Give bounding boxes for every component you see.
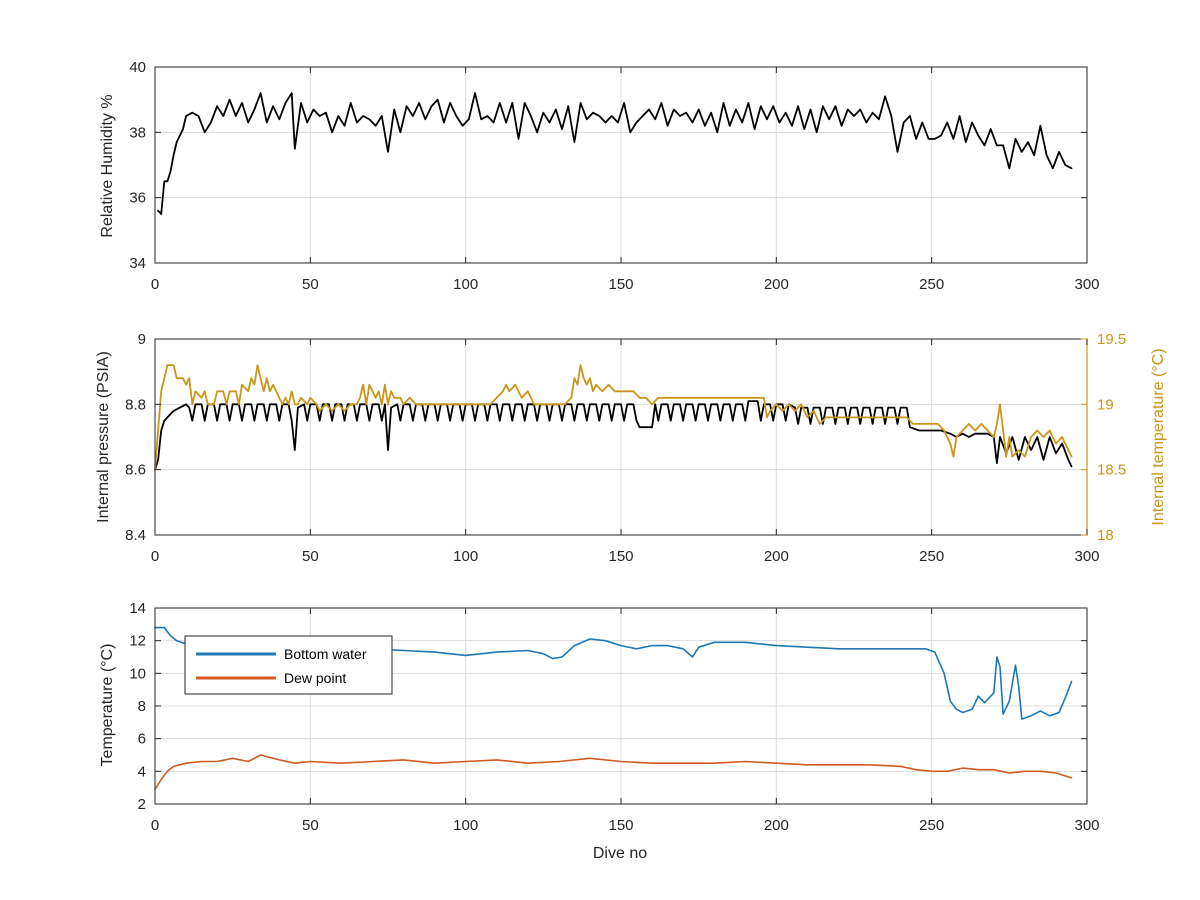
pressure-data: [154, 364, 1073, 471]
temperature-axes: 0 50 100 150 200 250 300 2 4 6 8 10 12 14: [129, 600, 1099, 834]
pressure-y2-tick-label: 19: [1097, 396, 1114, 413]
temperature-x-tick-label: 150: [608, 817, 633, 834]
pressure-x-tick-label: 200: [764, 548, 789, 565]
temperature-y-tick-label: 8: [138, 698, 146, 715]
temperature-x-tick-label: 50: [302, 817, 319, 834]
pressure-y-axis-title: Internal pressure (PSIA): [95, 351, 112, 523]
pressure-y2-tick-label: 19.5: [1097, 331, 1126, 348]
pressure-series-line-0: [154, 400, 1073, 471]
humidity-y-tick-label: 36: [129, 190, 146, 207]
pressure-y-tick-label: 9: [138, 331, 146, 348]
humidity-x-tick-label: 0: [151, 276, 159, 293]
pressure-x-tick-label: 250: [919, 548, 944, 565]
pressure-y2-tick-label: 18: [1097, 527, 1114, 544]
temperature-x-tick-label: 100: [453, 817, 478, 834]
temperature-x-tick-label: 200: [764, 817, 789, 834]
temperature-panel: 0 50 100 150 200 250 300 2 4 6 8 10 12 14 Temperature…: [99, 600, 1100, 862]
x-axis-title: Dive no: [593, 845, 647, 862]
temperature-x-tick-label: 0: [151, 817, 159, 834]
temperature-series-line-1: [154, 754, 1073, 791]
humidity-x-tick-label: 200: [764, 276, 789, 293]
humidity-y-tick-label: 40: [129, 59, 146, 76]
pressure-x-tick-label: 50: [302, 548, 319, 565]
pressure-y2-tick-label: 18.5: [1097, 462, 1126, 479]
temperature-y-axis-title: Temperature (°C): [99, 644, 116, 767]
humidity-y-axis-title: Relative Humidity %: [99, 94, 116, 237]
pressure-x-tick-label: 100: [453, 548, 478, 565]
pressure-y-tick-label: 8.8: [125, 396, 146, 413]
temperature-x-tick-label: 300: [1074, 817, 1099, 834]
pressure-axes: 0 50 100 150 200 250 300 8.4 8.6 8.8 9 18 18.5 19 19.5: [125, 331, 1126, 565]
pressure-y-tick-label: 8.4: [125, 527, 146, 544]
humidity-x-tick-label: 150: [608, 276, 633, 293]
temperature-y-tick-label: 2: [138, 796, 146, 813]
legend-label-bottom-water: Bottom water: [284, 646, 367, 662]
humidity-x-tick-label: 50: [302, 276, 319, 293]
pressure-x-tick-label: 300: [1074, 548, 1099, 565]
humidity-y-tick-label: 34: [129, 255, 146, 272]
temperature-y-tick-label: 10: [129, 665, 146, 682]
legend: Bottom water Dew point: [184, 635, 393, 695]
temperature-y-tick-label: 6: [138, 731, 146, 748]
temperature-y-tick-label: 4: [138, 763, 146, 780]
humidity-axes: 0 50 100 150 200 250 300 34 36 38 40: [129, 59, 1099, 293]
humidity-data: [157, 92, 1073, 215]
pressure-panel: 0 50 100 150 200 250 300 8.4 8.6 8.8 9 18 18.5 19 19.5…: [95, 331, 1167, 565]
humidity-x-tick-label: 250: [919, 276, 944, 293]
temperature-x-tick-label: 250: [919, 817, 944, 834]
temperature-y2-axis-title: Internal temperature (°C): [1150, 348, 1167, 525]
legend-box: [184, 635, 393, 695]
humidity-x-tick-label: 300: [1074, 276, 1099, 293]
humidity-series-line-0: [157, 92, 1073, 215]
pressure-x-tick-label: 0: [151, 548, 159, 565]
temperature-y-tick-label: 12: [129, 633, 146, 650]
pressure-series-line-1: [154, 364, 1073, 471]
pressure-y-tick-label: 8.6: [125, 462, 146, 479]
humidity-panel: 0 50 100 150 200 250 300 34 36 38 40 Relative Humi…: [99, 59, 1100, 293]
pressure-x-tick-label: 150: [608, 548, 633, 565]
humidity-y-tick-label: 38: [129, 124, 146, 141]
temperature-y-tick-label: 14: [129, 600, 146, 617]
humidity-x-tick-label: 100: [453, 276, 478, 293]
legend-label-dew-point: Dew point: [284, 670, 346, 686]
